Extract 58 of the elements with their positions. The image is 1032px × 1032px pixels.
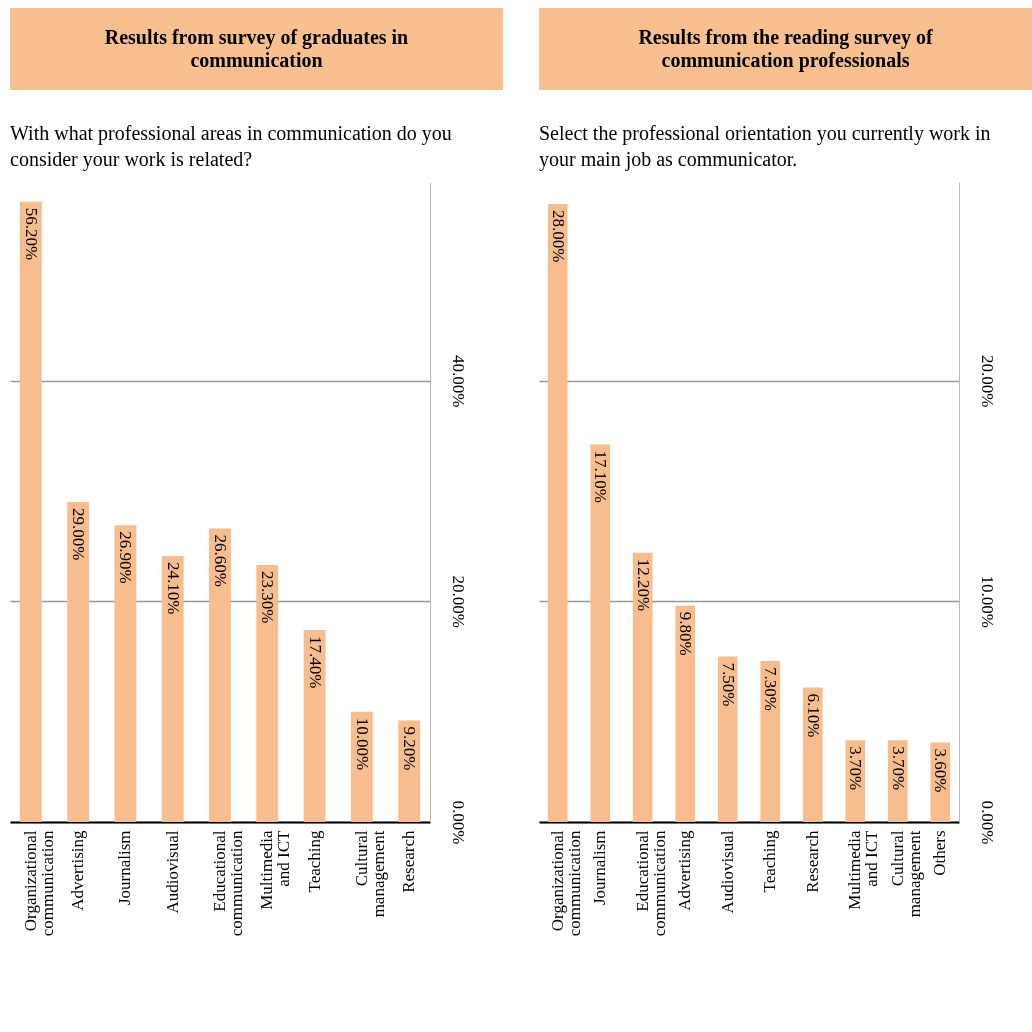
bar xyxy=(717,656,738,822)
data-label: 26.90% xyxy=(116,531,136,584)
y-tick-label: 0.00% xyxy=(448,800,468,845)
bar xyxy=(303,630,326,822)
bar xyxy=(760,660,781,822)
x-tick-label: Multimedia and ICT xyxy=(845,829,882,910)
data-label: 23.30% xyxy=(258,570,278,624)
x-tick-label: Others xyxy=(930,830,950,876)
bar xyxy=(114,525,137,822)
x-tick-label: Organizational communication xyxy=(547,830,584,937)
data-label: 9.20% xyxy=(400,726,420,771)
data-label: 6.10% xyxy=(803,693,823,738)
x-tick-label: Educational communication xyxy=(210,830,246,937)
bar xyxy=(256,564,279,822)
data-label: 29.00% xyxy=(69,508,89,561)
x-tick-label: Audiovisual xyxy=(162,830,182,914)
x-tick-label: Teaching xyxy=(760,830,780,893)
data-label: 3.70% xyxy=(846,746,866,791)
y-tick-label: 20.00% xyxy=(448,575,468,629)
x-tick-label: Advertising xyxy=(675,830,695,911)
data-label: 3.60% xyxy=(931,748,951,793)
bar xyxy=(161,556,184,822)
data-label: 24.10% xyxy=(163,562,183,615)
x-tick-label: Research xyxy=(399,830,419,893)
data-label: 3.70% xyxy=(888,746,908,791)
bar xyxy=(802,687,823,822)
chart-title: Results from survey of graduates in communication xyxy=(10,8,503,90)
chart-title: Results from the reading survey of communication professionals xyxy=(539,8,1032,90)
data-label: 56.20% xyxy=(21,207,41,261)
chart-subtitle: With what professional areas in communication do you consider your work is related? xyxy=(10,121,453,173)
data-label: 28.00% xyxy=(548,210,568,263)
x-tick-label: Advertising xyxy=(68,830,88,911)
y-tick-label: 40.00% xyxy=(448,354,468,408)
data-label: 7.30% xyxy=(761,666,781,711)
y-tick-label: 10.00% xyxy=(977,575,997,629)
x-tick-label: Journalism xyxy=(115,830,135,906)
data-label: 17.40% xyxy=(305,636,325,689)
data-label: 26.60% xyxy=(211,534,230,587)
y-tick-label: 0.00% xyxy=(977,800,997,845)
x-tick-label: Journalism xyxy=(590,830,610,906)
y-tick-label: 20.00% xyxy=(977,354,997,408)
data-label: 7.50% xyxy=(718,662,738,707)
bar xyxy=(67,502,90,822)
data-label: 10.00% xyxy=(352,717,372,771)
x-tick-label: Teaching xyxy=(304,830,324,893)
bar xyxy=(547,204,568,822)
x-tick-label: Organizational communication xyxy=(20,830,57,937)
x-tick-label: Audiovisual xyxy=(717,830,737,914)
bar xyxy=(209,528,231,822)
bar xyxy=(19,201,42,822)
data-label: 12.20% xyxy=(633,558,653,612)
bar xyxy=(675,605,696,822)
data-label: 17.10% xyxy=(591,450,611,504)
bar xyxy=(632,552,653,822)
bar xyxy=(590,444,611,822)
data-label: 9.80% xyxy=(676,611,696,656)
x-tick-label: Research xyxy=(802,830,822,893)
chart-subtitle: Select the professional orientation you currently work in your main job as communicator. xyxy=(539,121,992,173)
